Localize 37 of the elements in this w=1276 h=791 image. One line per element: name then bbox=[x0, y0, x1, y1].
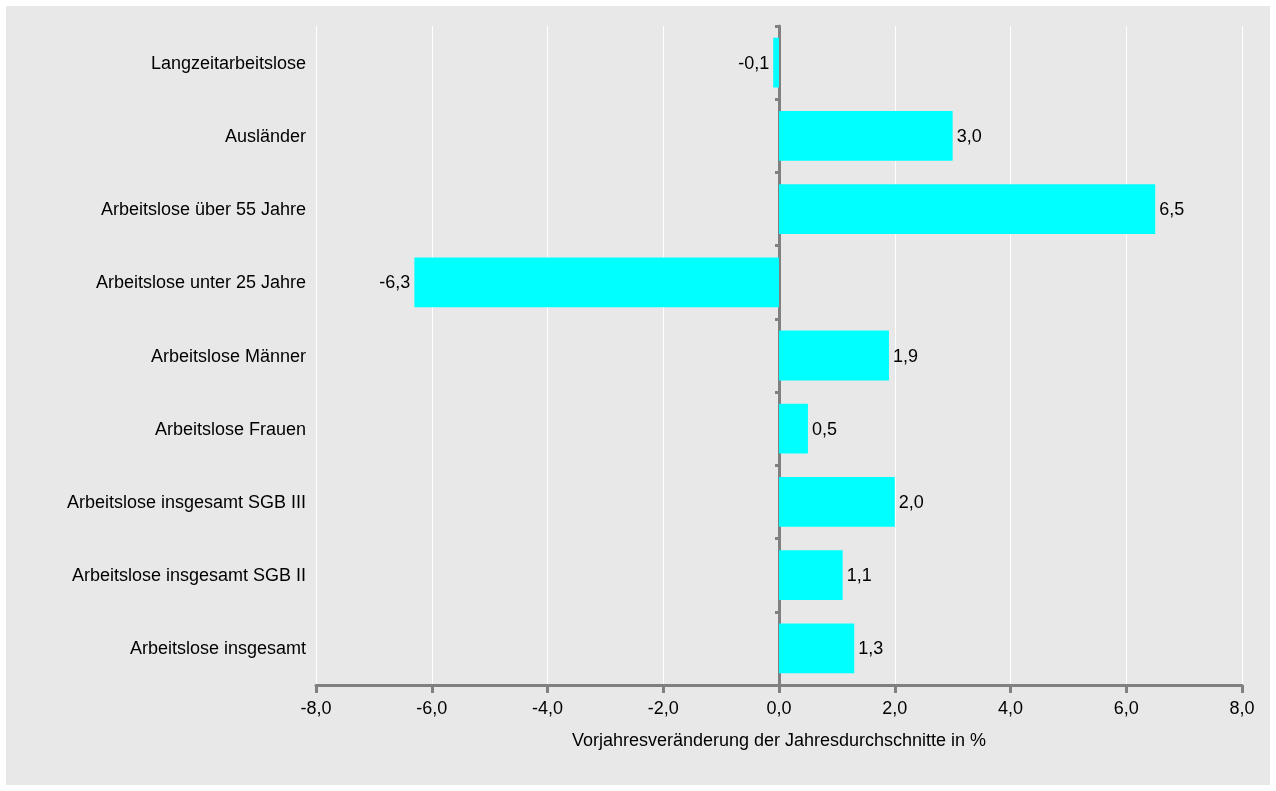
bar bbox=[779, 330, 889, 381]
data-label: 0,5 bbox=[811, 418, 837, 439]
x-tick-label: -6,0 bbox=[416, 698, 448, 718]
bar bbox=[779, 184, 1156, 234]
y-tick-label: Arbeitslose unter 25 Jahre bbox=[95, 272, 306, 293]
bar bbox=[779, 623, 855, 674]
x-tick-label: 8,0 bbox=[1229, 698, 1255, 718]
data-label: -6,3 bbox=[379, 272, 411, 293]
x-tick-label: 2,0 bbox=[882, 698, 908, 718]
y-tick-label: Arbeitslose insgesamt bbox=[129, 638, 306, 659]
data-label: 1,9 bbox=[892, 345, 918, 366]
y-tick-label: Langzeitarbeitslose bbox=[150, 52, 306, 73]
data-label: 2,0 bbox=[898, 491, 924, 512]
data-label: 6,5 bbox=[1159, 199, 1185, 220]
y-tick-label: Ausländer bbox=[224, 125, 306, 146]
x-tick-label: -8,0 bbox=[300, 698, 332, 718]
data-label: 3,0 bbox=[956, 125, 982, 146]
y-tick-label: Arbeitslose insgesamt SGB II bbox=[71, 565, 306, 586]
x-axis-title: Vorjahresveränderung der Jahresdurchschnitte in % bbox=[571, 730, 987, 750]
bar bbox=[773, 37, 779, 88]
x-tick-label: -4,0 bbox=[531, 698, 564, 718]
bar bbox=[779, 110, 953, 161]
bar bbox=[779, 477, 895, 527]
x-tick-label: 6,0 bbox=[1113, 698, 1139, 718]
x-tick-label: 4,0 bbox=[997, 698, 1024, 718]
x-tick-label: -2,0 bbox=[647, 698, 679, 718]
y-tick-label: Arbeitslose insgesamt SGB III bbox=[66, 491, 306, 512]
y-tick-label: Arbeitslose über 55 Jahre bbox=[100, 199, 306, 220]
data-label: 1,3 bbox=[858, 638, 884, 659]
bar bbox=[779, 550, 843, 601]
data-label: 1,1 bbox=[846, 565, 872, 586]
x-tick-label: 0,0 bbox=[766, 698, 792, 718]
data-label: -0,1 bbox=[738, 52, 770, 73]
bar bbox=[414, 257, 779, 308]
bar bbox=[779, 403, 808, 454]
y-tick-label: Arbeitslose Männer bbox=[150, 345, 306, 366]
y-tick-label: Arbeitslose Frauen bbox=[154, 418, 306, 439]
